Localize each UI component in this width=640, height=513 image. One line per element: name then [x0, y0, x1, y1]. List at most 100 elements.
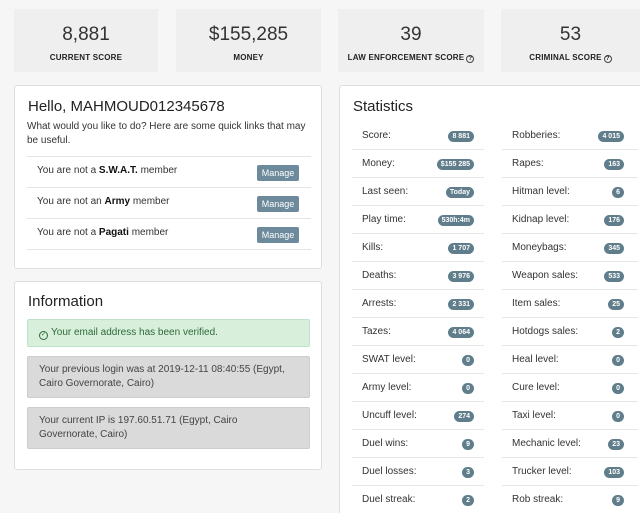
criminal-score-label: CRIMINAL SCORE	[529, 53, 602, 62]
stat-row: Robberies: 4 015	[502, 122, 638, 150]
stat-row: Hitman level: 6	[502, 178, 638, 206]
stat-row: Money: $155 285	[352, 150, 484, 178]
greeting-title: Hello, MAHMOUD012345678	[28, 98, 225, 115]
stat-value-badge: 0	[462, 383, 474, 394]
stat-row: Mechanic level: 23	[502, 430, 638, 458]
stat-label: Rob streak:	[512, 494, 564, 505]
stat-label: Army level:	[362, 382, 412, 393]
stat-value-badge: 3	[462, 467, 474, 478]
stat-label: Duel wins:	[362, 438, 409, 449]
stat-row: Play time: 530h:4m	[352, 206, 484, 234]
stat-label: Rapes:	[512, 158, 544, 169]
stat-value-badge: 25	[608, 299, 624, 310]
help-icon[interactable]: ?	[466, 55, 475, 63]
law-enforcement-score-card: 39 LAW ENFORCEMENT SCORE?	[338, 9, 484, 72]
pagati-group-name: Pagati	[98, 227, 129, 238]
help-icon[interactable]: ?	[603, 55, 612, 63]
stat-label: Money:	[362, 158, 395, 169]
stat-label: Score:	[362, 130, 391, 141]
stat-row: Tazes: 4 064	[352, 318, 484, 346]
stat-value-badge: 2 331	[448, 299, 474, 310]
stat-label: Item sales:	[512, 298, 561, 309]
stat-value-badge: 176	[604, 215, 624, 226]
pagati-membership-row: You are not a Pagati member Manage	[27, 218, 311, 249]
stat-row: Kidnap level: 176	[502, 206, 638, 234]
stat-label: Duel losses:	[362, 466, 417, 477]
stat-row: Uncuff level: 274	[352, 402, 484, 430]
stat-label: Play time:	[362, 214, 406, 225]
stat-row: Weapon sales: 533	[502, 262, 638, 290]
current-score-card: 8,881 CURRENT SCORE	[14, 9, 158, 72]
stat-label: Hotdogs sales:	[512, 326, 579, 337]
stat-label: Moneybags:	[512, 242, 567, 253]
stat-value-badge: 163	[604, 159, 624, 170]
money-label: MONEY	[233, 53, 264, 62]
stat-row: Duel wins: 9	[352, 430, 484, 458]
stat-label: Deaths:	[362, 270, 397, 281]
stat-row: Army level: 0	[352, 374, 484, 402]
stat-value-badge: 103	[604, 467, 624, 478]
law-enforcement-score-label: LAW ENFORCEMENT SCORE	[347, 53, 465, 62]
stat-value-badge: 533	[604, 271, 624, 282]
stat-row: Hotdogs sales: 2	[502, 318, 638, 346]
stat-value-badge: 9	[462, 439, 474, 450]
quick-links-intro: What would you like to do? Here are some…	[27, 121, 306, 146]
stat-label: Robberies:	[512, 130, 561, 141]
stat-value-badge: 4 064	[448, 327, 474, 338]
stat-row: Duel streak: 2	[352, 486, 484, 513]
stat-value-badge: 274	[454, 411, 474, 422]
stat-label: SWAT level:	[362, 354, 416, 365]
stat-value-badge: 0	[612, 411, 624, 422]
quick-links-panel: Hello, MAHMOUD012345678 What would you l…	[14, 85, 322, 269]
stat-label: Kills:	[362, 242, 384, 253]
stat-label: Taxi level:	[512, 410, 556, 421]
law-enforcement-score-label-wrap: LAW ENFORCEMENT SCORE?	[338, 53, 484, 63]
stat-row: Item sales: 25	[502, 290, 638, 318]
manage-army-button[interactable]: Manage	[257, 196, 299, 212]
stat-label: Uncuff level:	[362, 410, 417, 421]
stat-value-badge: 530h:4m	[437, 215, 474, 226]
money-card: $155,285 MONEY	[176, 9, 321, 72]
stat-value-badge: 1 707	[448, 243, 474, 254]
check-circle-icon: ✓	[39, 331, 48, 340]
swat-group-name: S.W.A.T.	[98, 165, 138, 176]
stat-value-badge: 2	[462, 495, 474, 506]
stat-row: Deaths: 3 976	[352, 262, 484, 290]
stat-value-badge: Today	[445, 187, 474, 198]
criminal-score-value: 53	[559, 24, 582, 45]
stat-label: Duel streak:	[362, 494, 416, 505]
stat-value-badge: 0	[612, 355, 624, 366]
manage-swat-button[interactable]: Manage	[257, 165, 299, 181]
stat-row: Score: 8 881	[352, 122, 484, 150]
army-membership-row: You are not an Army member Manage	[27, 187, 311, 218]
army-group-name: Army	[104, 196, 131, 207]
stat-value-badge: $155 285	[436, 159, 474, 170]
stat-row: Taxi level: 0	[502, 402, 638, 430]
stat-row: Kills: 1 707	[352, 234, 484, 262]
stat-label: Trucker level:	[512, 466, 572, 477]
stat-label: Heal level:	[512, 354, 559, 365]
stat-value-badge: 0	[462, 355, 474, 366]
stat-label: Mechanic level:	[512, 438, 581, 449]
information-panel: Information ✓ Your email address has been…	[14, 281, 322, 470]
current-score-value: 8,881	[62, 24, 110, 45]
stat-label: Kidnap level:	[512, 214, 570, 225]
criminal-score-card: 53 CRIMINAL SCORE?	[501, 9, 640, 72]
email-verified-alert: ✓ Your email address has been verified.	[27, 319, 310, 347]
stat-row: Rapes: 163	[502, 150, 638, 178]
money-value: $155,285	[208, 24, 289, 45]
swat-membership-text: You are not a S.W.A.T. member	[37, 165, 178, 176]
criminal-score-label-wrap: CRIMINAL SCORE?	[501, 53, 640, 63]
stat-value-badge: 6	[612, 187, 624, 198]
current-ip-alert: Your current IP is 197.60.51.71 (Egypt, …	[27, 407, 310, 449]
stat-row: Moneybags: 345	[502, 234, 638, 262]
stat-label: Last seen:	[362, 186, 409, 197]
stat-label: Hitman level:	[512, 186, 570, 197]
stat-value-badge: 2	[612, 327, 624, 338]
statistics-panel: Statistics Score: 8 881 Money: $155 285 Last…	[339, 85, 640, 513]
pagati-membership-text: You are not a Pagati member	[37, 227, 169, 238]
stat-row: Arrests: 2 331	[352, 290, 484, 318]
stat-row: Duel losses: 3	[352, 458, 484, 486]
manage-pagati-button[interactable]: Manage	[257, 227, 299, 243]
stat-row: Last seen: Today	[352, 178, 484, 206]
